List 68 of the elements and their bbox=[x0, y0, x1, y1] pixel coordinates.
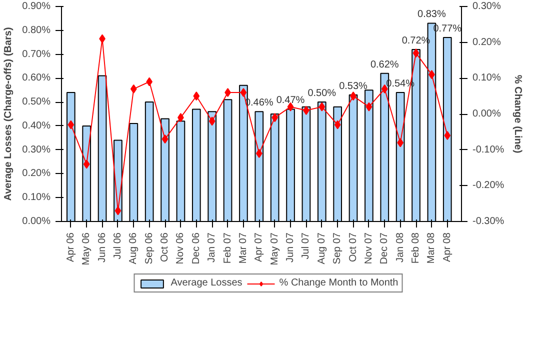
point bbox=[83, 160, 90, 169]
x-tick-label: Jun 07 bbox=[285, 232, 296, 263]
data-label: 0.53% bbox=[339, 80, 368, 92]
legend-label: Average Losses bbox=[170, 278, 242, 288]
x-tick-label: Sep 06 bbox=[144, 232, 155, 264]
y2-tick-label: 0.30% bbox=[472, 1, 501, 12]
x-tick-label: May 06 bbox=[81, 232, 92, 266]
y2-tick-label: 0.00% bbox=[472, 108, 501, 120]
y2-tick-label: -0.20% bbox=[472, 180, 504, 192]
point bbox=[114, 206, 122, 216]
y-tick-label: 0.30% bbox=[22, 144, 51, 156]
x-tick-label: Dec 07 bbox=[379, 232, 390, 264]
data-label: 0.83% bbox=[418, 9, 446, 20]
x-tick-label: Jun 06 bbox=[96, 232, 108, 263]
point bbox=[240, 88, 247, 97]
x-tick-label: Mar 08 bbox=[426, 232, 438, 264]
point bbox=[318, 102, 326, 112]
point bbox=[334, 120, 341, 130]
y2-tick-label: -0.30% bbox=[472, 216, 504, 227]
point bbox=[208, 116, 216, 126]
x-tick-label: Jul 06 bbox=[112, 232, 124, 260]
y-tick-label: 0.80% bbox=[22, 24, 51, 36]
point bbox=[256, 148, 262, 158]
data-label: 0.62% bbox=[370, 59, 399, 70]
y-tick-label: 0.90% bbox=[22, 1, 51, 12]
x-tick-label: Mar 07 bbox=[238, 232, 249, 264]
x-tick-label: Feb 07 bbox=[222, 232, 234, 264]
y2-tick-label: -0.10% bbox=[472, 144, 504, 156]
y2-tick-label: 0.20% bbox=[472, 36, 501, 48]
x-tick-label: Jan 08 bbox=[394, 232, 406, 263]
y-tick-label: 0.60% bbox=[22, 72, 51, 84]
point bbox=[444, 131, 451, 140]
point bbox=[68, 120, 74, 130]
y-tick-label: 0.00% bbox=[22, 216, 51, 227]
y-tick-label: 0.10% bbox=[22, 192, 51, 204]
x-tick-label: Feb 08 bbox=[410, 232, 422, 264]
x-tick-label: Apr 07 bbox=[254, 232, 265, 262]
x-tick-label: Apr 06 bbox=[65, 232, 76, 262]
x-tick-label: Sep 07 bbox=[332, 232, 344, 264]
y-tick-label: 0.40% bbox=[22, 120, 51, 132]
data-label: 0.47% bbox=[276, 95, 305, 106]
y2-axis-title: % Change (Line) bbox=[512, 74, 524, 154]
x-tick-label: Aug 07 bbox=[316, 232, 328, 264]
x-tick-label: Oct 07 bbox=[348, 232, 359, 262]
x-tick-label: Aug 06 bbox=[128, 232, 140, 264]
point bbox=[381, 84, 388, 94]
legend-label: % Change Month to Month bbox=[279, 278, 398, 288]
point bbox=[224, 88, 231, 97]
x-tick-label: Nov 07 bbox=[363, 232, 374, 264]
x-tick-label: Jan 07 bbox=[206, 232, 218, 263]
x-tick-label: Dec 06 bbox=[190, 232, 202, 264]
x-tick-label: May 07 bbox=[269, 232, 280, 266]
point bbox=[366, 102, 372, 112]
data-label: 0.50% bbox=[308, 88, 336, 100]
point bbox=[162, 134, 168, 144]
point bbox=[412, 48, 420, 58]
x-tick-label: Apr 08 bbox=[442, 232, 453, 262]
y-tick-label: 0.70% bbox=[22, 48, 51, 60]
y-tick-label: 0.50% bbox=[22, 96, 51, 108]
x-tick-label: Nov 06 bbox=[175, 232, 186, 264]
y2-tick-label: 0.10% bbox=[472, 72, 501, 84]
x-tick-label: Oct 06 bbox=[160, 232, 171, 262]
point bbox=[146, 77, 153, 86]
y-axis-title: Average Losses (Charge-offs) (Bars) bbox=[3, 27, 14, 201]
x-tick-label: Jul 07 bbox=[300, 232, 312, 260]
y-tick-label: 0.20% bbox=[22, 168, 51, 180]
point bbox=[193, 92, 200, 101]
point bbox=[130, 84, 137, 94]
